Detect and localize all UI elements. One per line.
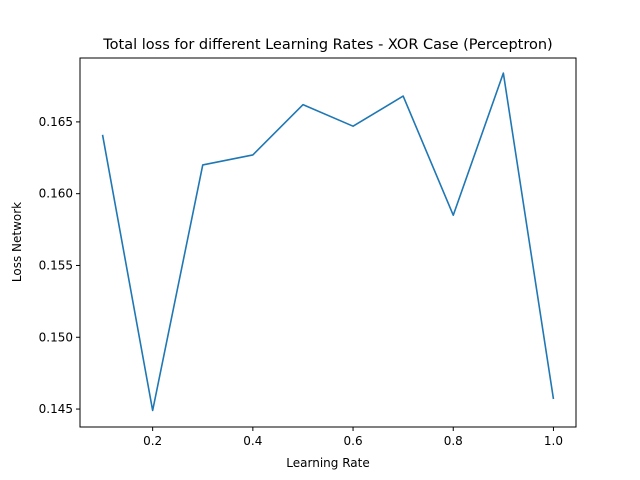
y-axis-label: Loss Network [10, 202, 24, 282]
plot-area [101, 72, 555, 412]
y-tick-label: 0.150 [39, 330, 73, 344]
y-tick-label: 0.155 [39, 258, 73, 272]
y-tick-label: 0.165 [39, 115, 73, 129]
x-tick-label: 0.4 [243, 434, 262, 448]
x-tick-label: 0.2 [143, 434, 162, 448]
y-axis: 0.145 0.150 0.155 0.160 0.165 [39, 115, 80, 416]
y-tick-label: 0.160 [39, 187, 73, 201]
x-axis-label: Learning Rate [286, 456, 369, 470]
x-tick-label: 0.8 [444, 434, 463, 448]
series-line-0 [101, 72, 555, 412]
plot-frame [79, 57, 577, 428]
x-tick-label: 0.6 [344, 434, 363, 448]
y-tick-label: 0.145 [39, 402, 73, 416]
chart-title: Total loss for different Learning Rates … [102, 37, 552, 53]
x-tick-label: 1.0 [544, 434, 563, 448]
x-axis: 0.2 0.4 0.6 0.8 1.0 [143, 427, 563, 448]
